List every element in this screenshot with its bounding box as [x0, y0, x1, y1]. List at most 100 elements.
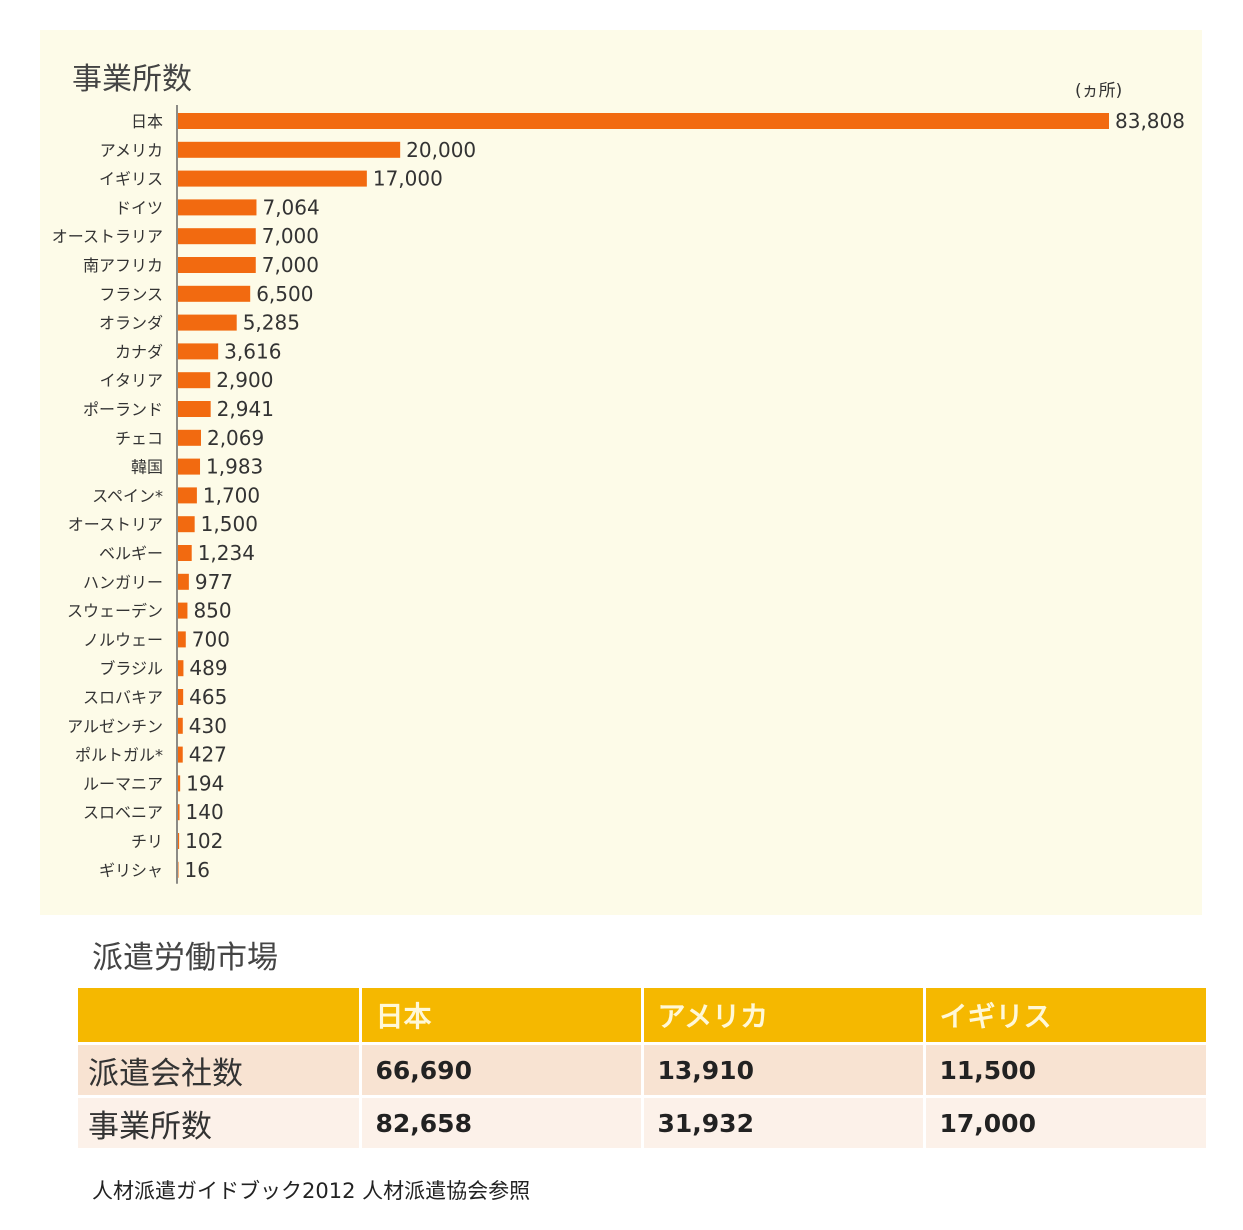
value-label: 700 [192, 627, 230, 651]
value-label: 5,285 [243, 311, 300, 335]
value-label: 7,000 [262, 224, 319, 248]
bar [178, 602, 188, 619]
category-label: ルーマニア [83, 774, 163, 793]
bar [178, 861, 179, 878]
category-label: イタリア [100, 371, 163, 390]
bar [178, 257, 256, 273]
chart-title: 事業所数 [72, 62, 192, 97]
source-note: 人材派遣ガイドブック2012 人材派遣協会参照 [92, 1179, 531, 1203]
table-cell: 11,500 [922, 1042, 1206, 1097]
category-label: ポーランド [83, 400, 163, 419]
table-cell: 31,932 [640, 1095, 924, 1148]
table-cell: 82,658 [358, 1095, 642, 1148]
category-label: ブラジル [99, 659, 163, 678]
value-label: 7,000 [262, 253, 319, 277]
bar [178, 775, 181, 792]
value-label: 1,700 [203, 483, 260, 507]
value-label: 1,983 [206, 455, 263, 479]
value-label: 83,808 [1115, 109, 1185, 133]
bar [178, 516, 195, 533]
table-header-cell: イギリス [922, 988, 1206, 1044]
table-header-cell: アメリカ [640, 988, 924, 1044]
value-label: 1,234 [198, 541, 255, 565]
bar [178, 631, 186, 648]
table-row: 派遣会社数 66,690 13,910 11,500 [78, 1042, 1206, 1097]
category-label: フランス [99, 285, 163, 304]
bar [178, 429, 201, 446]
category-label: 日本 [131, 112, 163, 131]
category-label: スペイン* [92, 486, 163, 505]
table-header-row: 日本 アメリカ イギリス [78, 988, 1206, 1044]
bar [178, 372, 211, 389]
category-label: アメリカ [100, 141, 163, 160]
table-row: 事業所数 82,658 31,932 17,000 [78, 1095, 1206, 1148]
value-label: 977 [195, 570, 233, 594]
market-title: 派遣労働市場 [92, 940, 278, 976]
bar [178, 717, 183, 734]
bar [178, 228, 256, 245]
category-label: イギリス [99, 170, 163, 189]
value-label: 850 [193, 599, 231, 623]
value-label: 2,069 [207, 426, 264, 450]
bar [178, 487, 197, 504]
bar [178, 401, 211, 417]
table-header-cell [78, 988, 360, 1044]
value-label: 140 [186, 800, 224, 824]
value-label: 489 [189, 656, 227, 680]
value-label: 102 [185, 829, 223, 853]
bar [178, 314, 237, 331]
category-label: オーストリア [68, 515, 163, 534]
value-label: 1,500 [201, 512, 258, 536]
value-label: 7,064 [262, 195, 319, 219]
bar [178, 170, 367, 187]
bar [178, 285, 251, 302]
row-label: 派遣会社数 [78, 1042, 360, 1097]
table-cell: 13,910 [640, 1042, 924, 1097]
row-label: 事業所数 [78, 1095, 360, 1148]
value-label: 17,000 [373, 167, 443, 191]
value-label: 3,616 [224, 339, 281, 363]
category-label: スロバキア [83, 688, 163, 707]
bar [178, 833, 180, 849]
value-label: 2,900 [216, 368, 273, 392]
category-label: スウェーデン [67, 602, 163, 621]
bar [178, 458, 201, 475]
value-label: 465 [189, 685, 227, 709]
bar [178, 689, 184, 705]
table-cell: 17,000 [922, 1095, 1206, 1148]
category-label: 南アフリカ [83, 256, 163, 275]
bar [178, 343, 219, 360]
category-label: アルゼンチン [67, 717, 163, 736]
unit-label: (ヵ所) [1075, 81, 1123, 101]
table-cell: 66,690 [358, 1042, 642, 1097]
category-label: スロベニア [83, 803, 163, 822]
category-label: チリ [131, 832, 163, 851]
value-label: 430 [189, 714, 227, 738]
value-label: 194 [186, 771, 224, 795]
bar [178, 804, 180, 821]
bar [178, 545, 192, 561]
value-label: 427 [189, 743, 227, 767]
category-label: オランダ [99, 314, 163, 333]
bar [178, 199, 257, 216]
bar [178, 573, 189, 590]
category-label: ポルトガル* [75, 746, 163, 765]
category-label: チェコ [115, 429, 163, 448]
category-label: ギリシャ [99, 861, 163, 880]
category-label: オーストラリア [52, 227, 163, 246]
category-label: ベルギー [99, 544, 163, 563]
value-label: 16 [185, 858, 210, 882]
bar [178, 141, 401, 158]
bar-chart: 日本 83,808 アメリカ 20,000 イギリス 17,000 ドイツ 7,064 オースト… [52, 105, 1185, 884]
value-label: 20,000 [406, 138, 476, 162]
bar [178, 660, 184, 677]
category-label: ハンガリー [83, 573, 163, 592]
category-label: カナダ [115, 342, 163, 361]
bar [178, 746, 183, 763]
value-label: 2,941 [217, 397, 274, 421]
table-header-cell: 日本 [358, 988, 642, 1044]
bar [178, 113, 1109, 129]
value-label: 6,500 [256, 282, 313, 306]
category-label: ノルウェー [83, 630, 163, 649]
market-table: 日本 アメリカ イギリス 派遣会社数 66,690 13,910 11,500 … [78, 988, 1206, 1148]
